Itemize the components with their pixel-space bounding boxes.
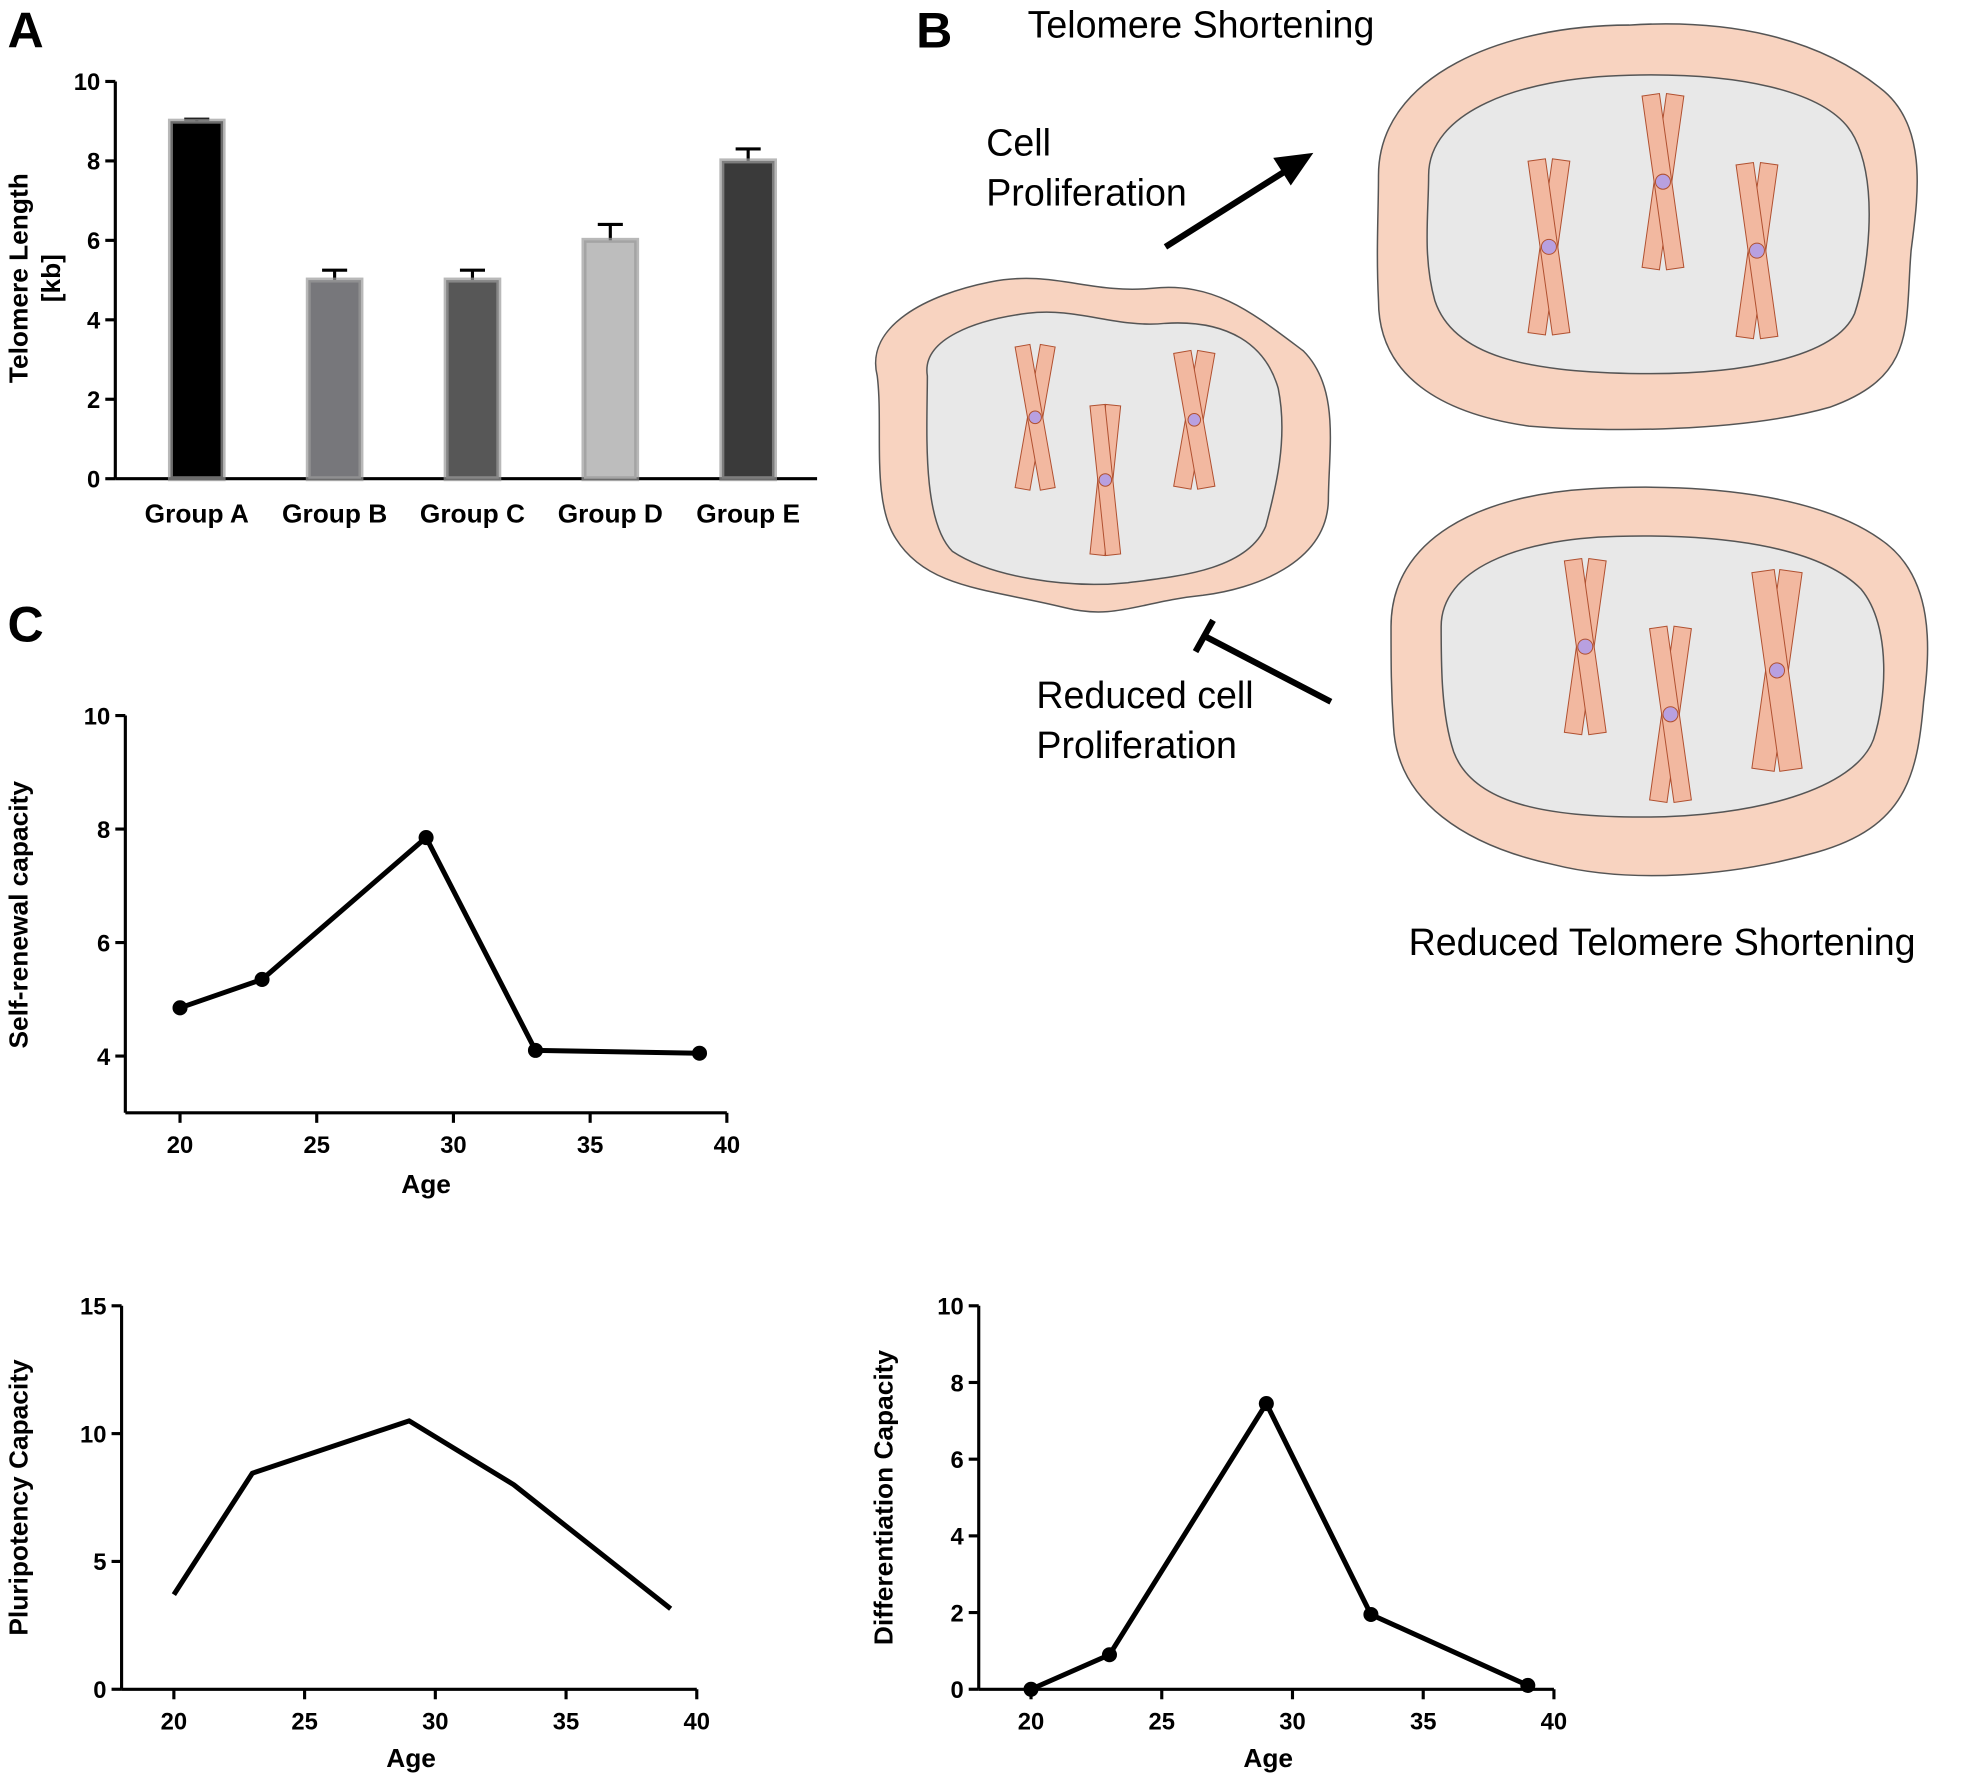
diagram-title: Telomere Shortening	[1028, 4, 1375, 46]
x-tick-label: 25	[291, 1708, 317, 1735]
x-tick-label: Group C	[420, 499, 525, 529]
x-tick-label: 20	[161, 1708, 187, 1735]
data-line	[171, 1418, 673, 1611]
inhibit-bar	[1192, 618, 1216, 654]
arrow-label: Proliferation	[986, 172, 1187, 214]
y-tick-label: 8	[97, 817, 110, 844]
data-point	[1363, 1606, 1379, 1622]
bar	[305, 277, 364, 482]
data-point	[172, 1000, 188, 1016]
x-tick-label: 35	[1410, 1708, 1436, 1735]
y-tick-label: 10	[937, 1294, 963, 1321]
x-tick-label: Group E	[696, 499, 800, 529]
data-point	[418, 830, 434, 846]
data-point	[1258, 1396, 1274, 1412]
y-tick-label: 6	[97, 930, 110, 957]
bar	[167, 118, 226, 482]
panel-label: C	[8, 597, 44, 653]
y-tick-label: 2	[87, 387, 100, 414]
chromosomes	[1014, 93, 1803, 803]
y-axis-label: Differentiation Capacity	[868, 1350, 898, 1646]
y-tick-label: 0	[950, 1677, 963, 1704]
y-tick-label: 6	[950, 1447, 963, 1474]
data-point	[527, 1042, 543, 1058]
y-tick-label: 5	[93, 1549, 106, 1576]
bar	[443, 277, 502, 482]
y-tick-label: 10	[74, 69, 100, 96]
y-tick-label: 4	[87, 308, 101, 335]
data-point	[1520, 1677, 1536, 1693]
panel-label: B	[916, 3, 952, 59]
x-tick-label: 25	[1149, 1708, 1175, 1735]
x-tick-label: 40	[1541, 1708, 1567, 1735]
x-axis-label: Age	[386, 1743, 436, 1773]
inhibit-label: Proliferation	[1036, 724, 1237, 766]
data-point	[254, 971, 270, 987]
x-tick-label: 40	[684, 1708, 710, 1735]
data-line	[1030, 1401, 1529, 1692]
bar	[581, 237, 640, 482]
x-tick-label: 30	[1279, 1708, 1305, 1735]
x-tick-label: 20	[1018, 1708, 1044, 1735]
inhibit-arrow	[1204, 633, 1333, 705]
arrow-label: Cell	[986, 121, 1051, 163]
y-tick-label: 6	[87, 228, 100, 255]
y-axis-label: Pluripotency Capacity	[4, 1359, 34, 1636]
y-axis-label: Self-renewal capacity	[4, 781, 34, 1049]
y-tick-label: 4	[950, 1524, 964, 1551]
y-tick-label: 8	[87, 149, 100, 176]
y-tick-label: 0	[93, 1677, 106, 1704]
y-tick-label: 15	[80, 1294, 106, 1321]
x-tick-label: 35	[577, 1132, 603, 1159]
y-tick-label: 0	[87, 466, 100, 493]
x-tick-label: 20	[167, 1132, 193, 1159]
data-point	[1023, 1681, 1039, 1697]
diagram-title: Reduced Telomere Shortening	[1409, 921, 1916, 963]
x-tick-label: 25	[303, 1132, 329, 1159]
y-axis-label: Telomere Length	[4, 173, 34, 383]
x-tick-label: 40	[714, 1132, 740, 1159]
y-tick-label: 4	[97, 1044, 111, 1071]
x-tick-label: 30	[440, 1132, 466, 1159]
arrow-head	[1273, 152, 1314, 186]
panel-label: A	[8, 3, 44, 59]
y-tick-label: 10	[80, 1421, 106, 1448]
y-tick-label: 10	[84, 703, 110, 730]
x-axis-label: Age	[401, 1169, 451, 1199]
bar	[719, 158, 777, 482]
data-point	[691, 1045, 708, 1061]
x-tick-label: 30	[422, 1708, 448, 1735]
x-tick-label: Group D	[558, 499, 663, 529]
x-axis-label: Age	[1243, 1743, 1293, 1773]
arrow	[1163, 169, 1287, 250]
data-line	[179, 835, 700, 1056]
y-axis-label: [kb]	[36, 254, 66, 302]
y-tick-label: 8	[950, 1370, 963, 1397]
diagram: Telomere Shortening Cell Proliferation R…	[874, 4, 1929, 963]
data-point	[1101, 1647, 1117, 1663]
inhibit-label: Reduced cell	[1036, 674, 1253, 716]
y-tick-label: 2	[950, 1600, 963, 1627]
x-tick-label: Group A	[145, 499, 249, 529]
x-tick-label: Group B	[282, 499, 387, 529]
x-tick-label: 35	[553, 1708, 579, 1735]
